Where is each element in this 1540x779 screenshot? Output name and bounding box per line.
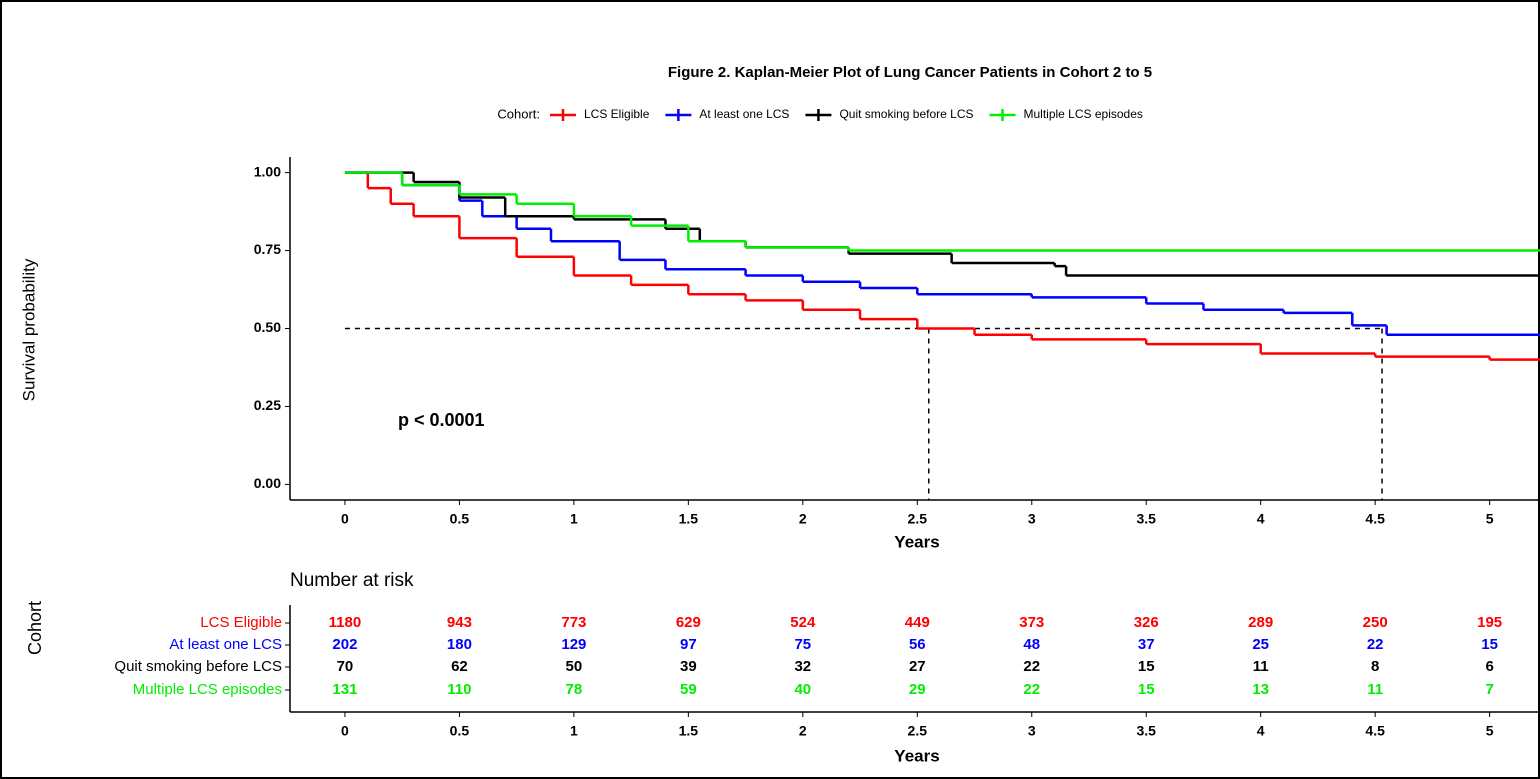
risk-count: 1180 bbox=[329, 614, 362, 631]
x-tick-label: 0.5 bbox=[450, 511, 470, 527]
x-tick-label: 2.5 bbox=[908, 511, 928, 527]
chart-title: Figure 2. Kaplan-Meier Plot of Lung Canc… bbox=[668, 64, 1152, 81]
risk-count: 289 bbox=[1248, 614, 1273, 631]
risk-x-tick-label: 0.5 bbox=[450, 723, 470, 739]
risk-count: 15 bbox=[1481, 636, 1498, 653]
risk-count: 449 bbox=[905, 614, 930, 631]
risk-count: 97 bbox=[680, 636, 697, 653]
risk-x-tick-label: 5 bbox=[1486, 723, 1494, 739]
x-tick-label: 3 bbox=[1028, 511, 1036, 527]
risk-x-tick-label: 4.5 bbox=[1365, 723, 1385, 739]
risk-count: 27 bbox=[909, 658, 926, 675]
risk-count: 50 bbox=[566, 658, 583, 675]
y-tick-label: 0.75 bbox=[254, 241, 281, 257]
legend-title: Cohort: bbox=[497, 106, 540, 121]
risk-count: 15 bbox=[1138, 658, 1155, 675]
x-tick-label: 2 bbox=[799, 511, 807, 527]
risk-x-tick-label: 3.5 bbox=[1136, 723, 1156, 739]
risk-count: 773 bbox=[561, 614, 586, 631]
risk-count: 6 bbox=[1485, 658, 1493, 675]
risk-x-tick-label: 2 bbox=[799, 723, 807, 739]
risk-count: 7 bbox=[1485, 681, 1493, 698]
risk-count: 131 bbox=[332, 681, 357, 698]
legend-label: Quit smoking before LCS bbox=[839, 107, 973, 121]
risk-count: 629 bbox=[676, 614, 701, 631]
risk-count: 22 bbox=[1023, 681, 1040, 698]
risk-count: 48 bbox=[1023, 636, 1040, 653]
x-tick-label: 4 bbox=[1257, 511, 1265, 527]
legend-label: LCS Eligible bbox=[584, 107, 650, 121]
risk-count: 59 bbox=[680, 681, 697, 698]
risk-x-tick-label: 0 bbox=[341, 723, 349, 739]
y-axis-title: Survival probability bbox=[19, 258, 38, 401]
risk-count: 195 bbox=[1477, 614, 1502, 631]
risk-x-tick-label: 3 bbox=[1028, 723, 1036, 739]
y-tick-label: 0.25 bbox=[254, 397, 281, 413]
risk-x-tick-label: 1 bbox=[570, 723, 578, 739]
risk-count: 110 bbox=[447, 681, 471, 698]
risk-count: 943 bbox=[447, 614, 472, 631]
risk-count: 13 bbox=[1252, 681, 1269, 698]
risk-count: 25 bbox=[1252, 636, 1269, 653]
risk-x-title: Years bbox=[894, 746, 939, 765]
risk-count: 11 bbox=[1253, 658, 1269, 675]
risk-y-title: Cohort bbox=[25, 601, 45, 655]
risk-count: 78 bbox=[566, 681, 583, 698]
risk-count: 524 bbox=[790, 614, 816, 631]
legend-label: Multiple LCS episodes bbox=[1024, 107, 1143, 121]
risk-count: 32 bbox=[794, 658, 811, 675]
risk-row-label: Multiple LCS episodes bbox=[133, 681, 282, 698]
risk-count: 180 bbox=[447, 636, 472, 653]
risk-count: 129 bbox=[561, 636, 586, 653]
risk-count: 29 bbox=[909, 681, 926, 698]
x-tick-label: 4.5 bbox=[1365, 511, 1385, 527]
risk-count: 37 bbox=[1138, 636, 1155, 653]
risk-x-tick-label: 1.5 bbox=[679, 723, 699, 739]
risk-count: 39 bbox=[680, 658, 697, 675]
x-axis-title: Years bbox=[894, 532, 939, 551]
risk-x-tick-label: 4 bbox=[1257, 723, 1265, 739]
x-tick-label: 1 bbox=[570, 511, 578, 527]
risk-count: 11 bbox=[1367, 681, 1383, 698]
y-tick-label: 0.50 bbox=[254, 319, 281, 335]
risk-count: 15 bbox=[1138, 681, 1155, 698]
risk-count: 70 bbox=[337, 658, 354, 675]
annotation: p < 0.0001 bbox=[398, 410, 485, 430]
risk-count: 62 bbox=[451, 658, 468, 675]
risk-row-label: Quit smoking before LCS bbox=[114, 658, 282, 675]
x-tick-label: 3.5 bbox=[1136, 511, 1156, 527]
risk-count: 22 bbox=[1367, 636, 1384, 653]
risk-count: 373 bbox=[1019, 614, 1044, 631]
risk-count: 326 bbox=[1134, 614, 1159, 631]
legend-label: At least one LCS bbox=[699, 107, 789, 121]
risk-row-label: At least one LCS bbox=[169, 636, 282, 653]
risk-count: 56 bbox=[909, 636, 926, 653]
risk-count: 75 bbox=[794, 636, 811, 653]
x-tick-label: 0 bbox=[341, 511, 349, 527]
risk-count: 40 bbox=[794, 681, 811, 698]
x-tick-label: 1.5 bbox=[679, 511, 699, 527]
risk-count: 8 bbox=[1371, 658, 1379, 675]
risk-count: 202 bbox=[332, 636, 357, 653]
risk-count: 22 bbox=[1023, 658, 1040, 675]
y-tick-label: 0.00 bbox=[254, 475, 281, 491]
risk-count: 250 bbox=[1363, 614, 1388, 631]
risk-row-label: LCS Eligible bbox=[200, 614, 282, 631]
y-tick-label: 1.00 bbox=[254, 163, 281, 179]
x-tick-label: 5 bbox=[1486, 511, 1494, 527]
risk-title: Number at risk bbox=[290, 570, 414, 591]
risk-x-tick-label: 2.5 bbox=[908, 723, 928, 739]
